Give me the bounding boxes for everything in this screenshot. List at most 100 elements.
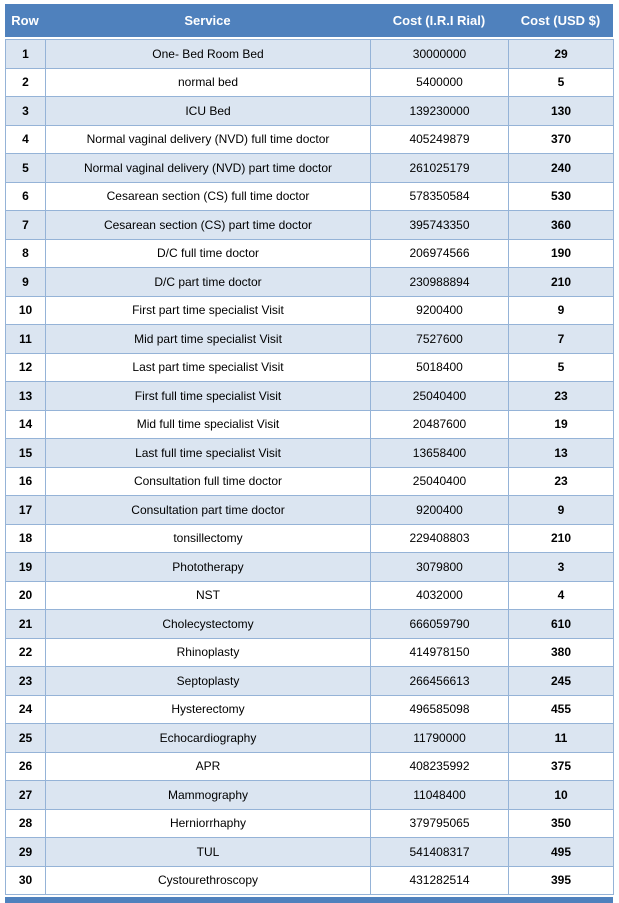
usd-cost-cell: 5 — [508, 352, 614, 382]
service-cell: Cesarean section (CS) part time doctor — [45, 210, 371, 240]
table-row: 26 APR 408235992 375 — [5, 751, 614, 781]
rial-cost-cell: 405249879 — [370, 124, 509, 154]
table-row: 6 Cesarean section (CS) full time doctor 5… — [5, 181, 614, 211]
service-cell: First part time specialist Visit — [45, 295, 371, 325]
service-cell: ICU Bed — [45, 96, 371, 126]
row-number-cell: 14 — [5, 409, 46, 439]
table-row: 7 Cesarean section (CS) part time doctor 3… — [5, 210, 614, 240]
service-cell: Cystourethroscopy — [45, 865, 371, 895]
usd-cost-cell: 4 — [508, 580, 614, 610]
usd-cost-cell: 240 — [508, 153, 614, 183]
row-number-cell: 9 — [5, 267, 46, 297]
rial-cost-cell: 230988894 — [370, 267, 509, 297]
row-number-cell: 1 — [5, 39, 46, 69]
row-number-cell: 18 — [5, 523, 46, 553]
service-cell: APR — [45, 751, 371, 781]
service-cell: D/C full time doctor — [45, 238, 371, 268]
rial-cost-cell: 25040400 — [370, 466, 509, 496]
rial-cost-cell: 30000000 — [370, 39, 509, 69]
usd-cost-cell: 9 — [508, 495, 614, 525]
service-cell: Herniorrhaphy — [45, 808, 371, 838]
usd-cost-cell: 360 — [508, 210, 614, 240]
column-header-row: Row — [11, 13, 39, 28]
row-number-cell: 6 — [5, 181, 46, 211]
rial-cost-cell: 20487600 — [370, 409, 509, 439]
table-row: 14 Mid full time specialist Visit 20487600… — [5, 409, 614, 439]
usd-cost-cell: 375 — [508, 751, 614, 781]
row-number-cell: 29 — [5, 837, 46, 867]
rial-cost-cell: 4032000 — [370, 580, 509, 610]
column-header-cost-usd: Cost (USD $) — [520, 13, 601, 28]
rial-cost-cell: 496585098 — [370, 694, 509, 724]
usd-cost-cell: 11 — [508, 723, 614, 753]
table-row: 29 TUL 541408317 495 — [5, 837, 614, 867]
table-row: 3 ICU Bed 139230000 130 — [5, 96, 614, 126]
service-cell: Normal vaginal delivery (NVD) part time … — [45, 153, 371, 183]
usd-cost-cell: 29 — [508, 39, 614, 69]
service-cell: D/C part time doctor — [45, 267, 371, 297]
table-row: 30 Cystourethroscopy 431282514 395 — [5, 865, 614, 895]
rial-cost-cell: 13658400 — [370, 438, 509, 468]
rial-cost-cell: 266456613 — [370, 666, 509, 696]
row-number-cell: 2 — [5, 67, 46, 97]
service-cell: Mid part time specialist Visit — [45, 324, 371, 354]
table-row: 18 tonsillectomy 229408803 210 — [5, 523, 614, 553]
row-number-cell: 23 — [5, 666, 46, 696]
row-number-cell: 13 — [5, 381, 46, 411]
row-number-cell: 3 — [5, 96, 46, 126]
usd-cost-cell: 495 — [508, 837, 614, 867]
row-number-cell: 12 — [5, 352, 46, 382]
service-cell: Rhinoplasty — [45, 637, 371, 667]
usd-cost-cell: 190 — [508, 238, 614, 268]
row-number-cell: 21 — [5, 609, 46, 639]
table-row: 8 D/C full time doctor 206974566 190 — [5, 238, 614, 268]
usd-cost-cell: 23 — [508, 466, 614, 496]
table-row: 10 First part time specialist Visit 920040… — [5, 295, 614, 325]
usd-cost-cell: 380 — [508, 637, 614, 667]
usd-cost-cell: 530 — [508, 181, 614, 211]
service-cell: Echocardiography — [45, 723, 371, 753]
row-number-cell: 10 — [5, 295, 46, 325]
table-row: 15 Last full time specialist Visit 1365840… — [5, 438, 614, 468]
usd-cost-cell: 210 — [508, 267, 614, 297]
service-cell: Last part time specialist Visit — [45, 352, 371, 382]
column-header-cost-rial: Cost (I.R.I Rial) — [392, 13, 486, 28]
row-number-cell: 25 — [5, 723, 46, 753]
table-row: 11 Mid part time specialist Visit 7527600 7 — [5, 324, 614, 354]
rial-cost-cell: 666059790 — [370, 609, 509, 639]
table-row: 19 Phototherapy 3079800 3 — [5, 552, 614, 582]
usd-cost-cell: 395 — [508, 865, 614, 895]
service-cell: First full time specialist Visit — [45, 381, 371, 411]
service-cell: Last full time specialist Visit — [45, 438, 371, 468]
table-body: 1 One- Bed Room Bed 30000000 29 2 normal bed 5… — [5, 39, 614, 895]
row-number-cell: 28 — [5, 808, 46, 838]
row-number-cell: 4 — [5, 124, 46, 154]
usd-cost-cell: 5 — [508, 67, 614, 97]
rial-cost-cell: 414978150 — [370, 637, 509, 667]
table-row: 27 Mammography 11048400 10 — [5, 780, 614, 810]
row-number-cell: 17 — [5, 495, 46, 525]
usd-cost-cell: 130 — [508, 96, 614, 126]
table-row: 21 Cholecystectomy 666059790 610 — [5, 609, 614, 639]
rial-cost-cell: 9200400 — [370, 295, 509, 325]
usd-cost-cell: 370 — [508, 124, 614, 154]
row-number-cell: 27 — [5, 780, 46, 810]
service-cell: Phototherapy — [45, 552, 371, 582]
row-number-cell: 22 — [5, 637, 46, 667]
column-header-service: Service — [184, 13, 231, 28]
row-number-cell: 16 — [5, 466, 46, 496]
rial-cost-cell: 395743350 — [370, 210, 509, 240]
usd-cost-cell: 10 — [508, 780, 614, 810]
service-cell: Consultation part time doctor — [45, 495, 371, 525]
rial-cost-cell: 3079800 — [370, 552, 509, 582]
table-row: 12 Last part time specialist Visit 5018400… — [5, 352, 614, 382]
table-row: 9 D/C part time doctor 230988894 210 — [5, 267, 614, 297]
rial-cost-cell: 5400000 — [370, 67, 509, 97]
usd-cost-cell: 9 — [508, 295, 614, 325]
table-row: 5 Normal vaginal delivery (NVD) part time… — [5, 153, 614, 183]
table-row: 28 Herniorrhaphy 379795065 350 — [5, 808, 614, 838]
table-row: 1 One- Bed Room Bed 30000000 29 — [5, 39, 614, 69]
rial-cost-cell: 431282514 — [370, 865, 509, 895]
service-cell: TUL — [45, 837, 371, 867]
